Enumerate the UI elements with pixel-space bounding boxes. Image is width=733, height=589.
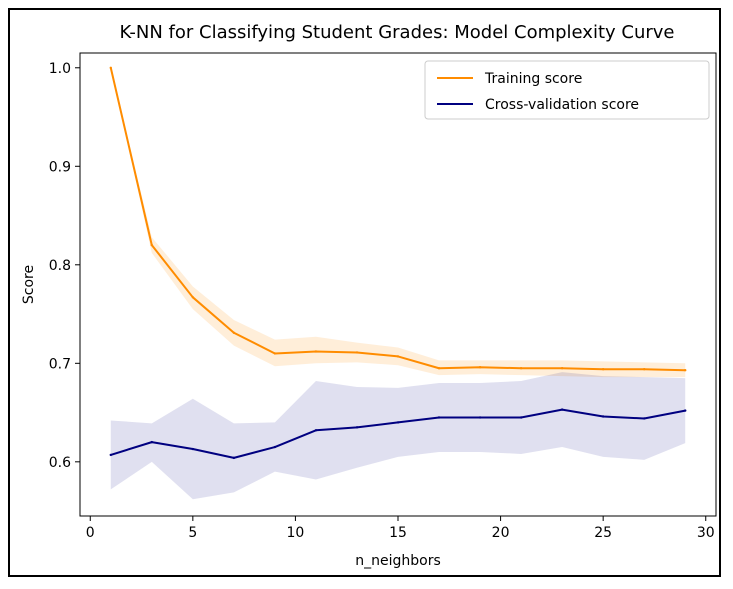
data-point (109, 453, 112, 457)
y-tick-label: 0.7 (49, 356, 71, 372)
data-point (396, 355, 400, 358)
y-tick-label: 0.6 (49, 455, 71, 471)
data-point (150, 243, 154, 247)
x-axis-label: n_neighbors (355, 553, 441, 569)
data-point (437, 367, 441, 370)
data-point (560, 408, 564, 411)
data-point (560, 367, 564, 370)
legend-box (424, 60, 710, 120)
data-point (109, 66, 112, 69)
data-point (273, 352, 277, 355)
y-tick-label: 1.0 (49, 61, 71, 77)
data-point (684, 409, 687, 412)
data-point (273, 445, 277, 449)
y-axis-label: Score (21, 265, 37, 304)
confidence-bands (110, 67, 686, 500)
data-point (191, 447, 195, 451)
data-point (601, 368, 605, 371)
x-tick-label: 5 (188, 525, 197, 541)
data-point (519, 367, 523, 370)
chart-title: K-NN for Classifying Student Grades: Mod… (120, 22, 675, 43)
data-point (478, 366, 482, 369)
data-point (355, 426, 359, 429)
data-point (478, 416, 482, 419)
data-point (314, 429, 318, 432)
x-tick-label: 0 (86, 525, 95, 541)
x-tick-label: 20 (492, 525, 510, 541)
x-tick-label: 25 (594, 525, 612, 541)
series-lines (109, 66, 687, 460)
data-point (314, 350, 318, 353)
x-axis-ticks: 0 5 10 15 20 25 30 (86, 516, 715, 541)
data-point (355, 351, 359, 354)
data-point (150, 440, 154, 444)
data-point (396, 421, 400, 424)
x-tick-label: 15 (389, 525, 407, 541)
data-point (601, 415, 605, 418)
y-tick-label: 0.8 (49, 258, 71, 274)
y-axis-ticks: 0.6 0.7 0.8 0.9 1.0 (49, 61, 80, 471)
data-point (437, 416, 441, 419)
data-point (232, 331, 236, 334)
data-point (642, 368, 646, 371)
y-tick-label: 0.9 (49, 159, 71, 175)
series-band-2 (110, 372, 686, 500)
x-tick-label: 10 (287, 525, 305, 541)
legend-label-1: Training score (484, 71, 582, 87)
data-point (191, 296, 195, 299)
data-point (519, 416, 523, 419)
x-tick-label: 30 (697, 525, 715, 541)
legend: Training score Cross-validation score (424, 60, 710, 120)
data-point (684, 369, 687, 372)
data-point (642, 417, 646, 420)
legend-label-2: Cross-validation score (485, 97, 639, 113)
data-point (232, 456, 236, 460)
